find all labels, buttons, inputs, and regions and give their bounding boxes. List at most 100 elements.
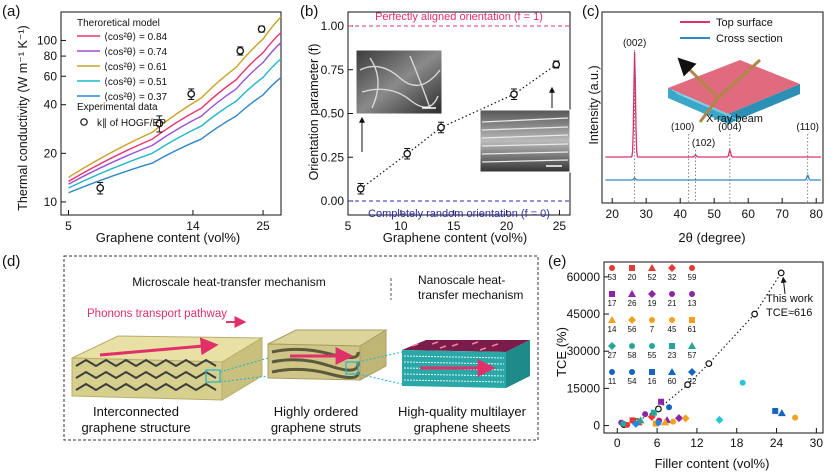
this-work-arrow [780,276,787,295]
legend-ref-number: 52 [648,273,657,282]
xray-film-inset [668,57,800,124]
x-tick-label: 14 [186,219,200,233]
legend-ref-number: 61 [688,325,697,334]
legend-marker [609,369,615,375]
panel-a-ylabel: Thermal conductivity (W m⁻¹ K⁻¹) [16,25,30,210]
this-work-label: This work [766,293,814,305]
legend-label: ⟨cos²θ⟩ = 0.84 [104,32,168,43]
x-tick-label: 12 [690,436,704,450]
y-tick-label: 60000 [567,270,601,284]
x-tick-label: 50 [708,207,722,221]
x-tick-label: 40 [674,207,688,221]
model-curve [68,16,282,178]
y-tick-label: 0.25 [321,150,345,164]
legend-marker [609,291,615,297]
legend-marker [689,265,695,271]
perfect-orientation-label: Perfectly aligned orientation (f = 1) [375,11,543,23]
y-tick-label: 10 [44,195,58,209]
legend-experimental-label: k∥ of HOGF/EP [97,118,166,129]
y-tick-label: 15000 [567,381,601,395]
legend-ref-number: 32 [668,273,677,282]
this-work-point [777,269,785,277]
y-tick-label: 0.50 [321,107,345,121]
sem-inset-aligned [479,109,571,173]
legend-ref-number: 57 [688,351,697,360]
panel-a-label: (a) [2,3,20,20]
this-work-point [705,360,713,368]
caption-1-line1: Interconnected [93,404,179,419]
nano-title-line2: transfer mechanism [418,288,523,302]
literature-point [650,409,657,416]
panel-c-frame [601,11,824,204]
data-point [552,60,561,69]
literature-point [674,414,683,423]
panel-a-experimental-points [96,25,266,195]
y-tick-label: 20 [44,146,58,160]
legend-marker [628,316,636,324]
legend-ref-number: 54 [628,377,637,386]
x-tick-label: 6 [654,436,661,450]
multilayer-sheets-block [402,340,530,388]
x-tick-label: 0 [614,436,621,450]
data-point [356,184,365,193]
literature-point [777,409,786,417]
literature-point [642,411,649,418]
this-work-point [655,405,662,413]
literature-point [715,415,724,424]
legend-marker [629,369,635,375]
data-point [96,184,105,192]
top-surface-spectrum [605,51,821,158]
panel-d-label: (d) [2,253,20,270]
panel-e-axes: 0 6 12 18 24 30 0 15000 30000 45000 60000 [567,261,824,450]
y-tick-label: 0 [593,419,600,433]
legend-marker [668,264,676,272]
x-tick-label: 5 [65,219,72,233]
data-point [437,123,445,132]
panel-a-frame [60,11,282,216]
legend-ref-number: 60 [668,377,677,386]
literature-point [661,418,670,426]
literature-point [636,416,645,424]
caption-1-line2: graphene structure [81,420,190,435]
legend-ref-number: 13 [688,299,697,308]
data-point [257,25,266,33]
legend-ref-number: 58 [628,351,637,360]
y-tick-label: 40 [44,98,58,112]
literature-point [655,419,662,426]
panel-c-xlabel: 2θ (degree) [678,230,745,245]
x-tick-label: 60 [742,207,756,221]
panel-c: (c) 20 30 40 50 60 70 80 (002)(100)(102)(004)(… [582,3,824,245]
panel-e: (e) 0 6 12 18 24 30 0 15000 30000 45000 60000 53 20… [548,253,824,471]
x-tick-label: 80 [810,207,824,221]
legend-marker [668,368,676,375]
legend-ref-number: 26 [628,299,637,308]
literature-point [670,418,677,425]
ordered-strut-block [267,329,388,381]
peak-label: (004) [718,122,741,133]
random-orientation-label: Completely random orientation (f = 0) [368,208,550,220]
sem-inset-random [355,49,443,115]
legend-marker [689,317,695,323]
legend-ref-number: 59 [688,273,697,282]
model-curve [68,31,282,183]
legend-ref-number: 22 [688,377,697,386]
panel-c-peak-labels: (002) (100) (102)(004) (110) [623,38,819,203]
x-tick-label: 24 [770,436,784,450]
legend-marker [688,368,696,376]
y-tick-label: 0.75 [321,63,345,77]
panel-b-reference-lines [348,25,570,202]
legend-marker [669,317,675,323]
legend-marker [629,265,635,271]
legend-ref-number: 45 [668,325,677,334]
legend-marker [689,291,695,297]
model-curve [68,42,282,185]
legend-marker [608,316,616,323]
legend-ref-number: 14 [608,325,617,334]
x-tick-label: 15 [447,219,461,233]
x-tick-label: 20 [500,219,514,233]
peak-label: (110) [796,122,819,133]
panel-d: (d) Microscale heat-transfer mechanism N… [2,253,539,441]
legend-cross-section: Cross section [716,33,783,45]
panel-e-label: (e) [548,253,566,270]
panel-a-model-curves [68,16,282,194]
